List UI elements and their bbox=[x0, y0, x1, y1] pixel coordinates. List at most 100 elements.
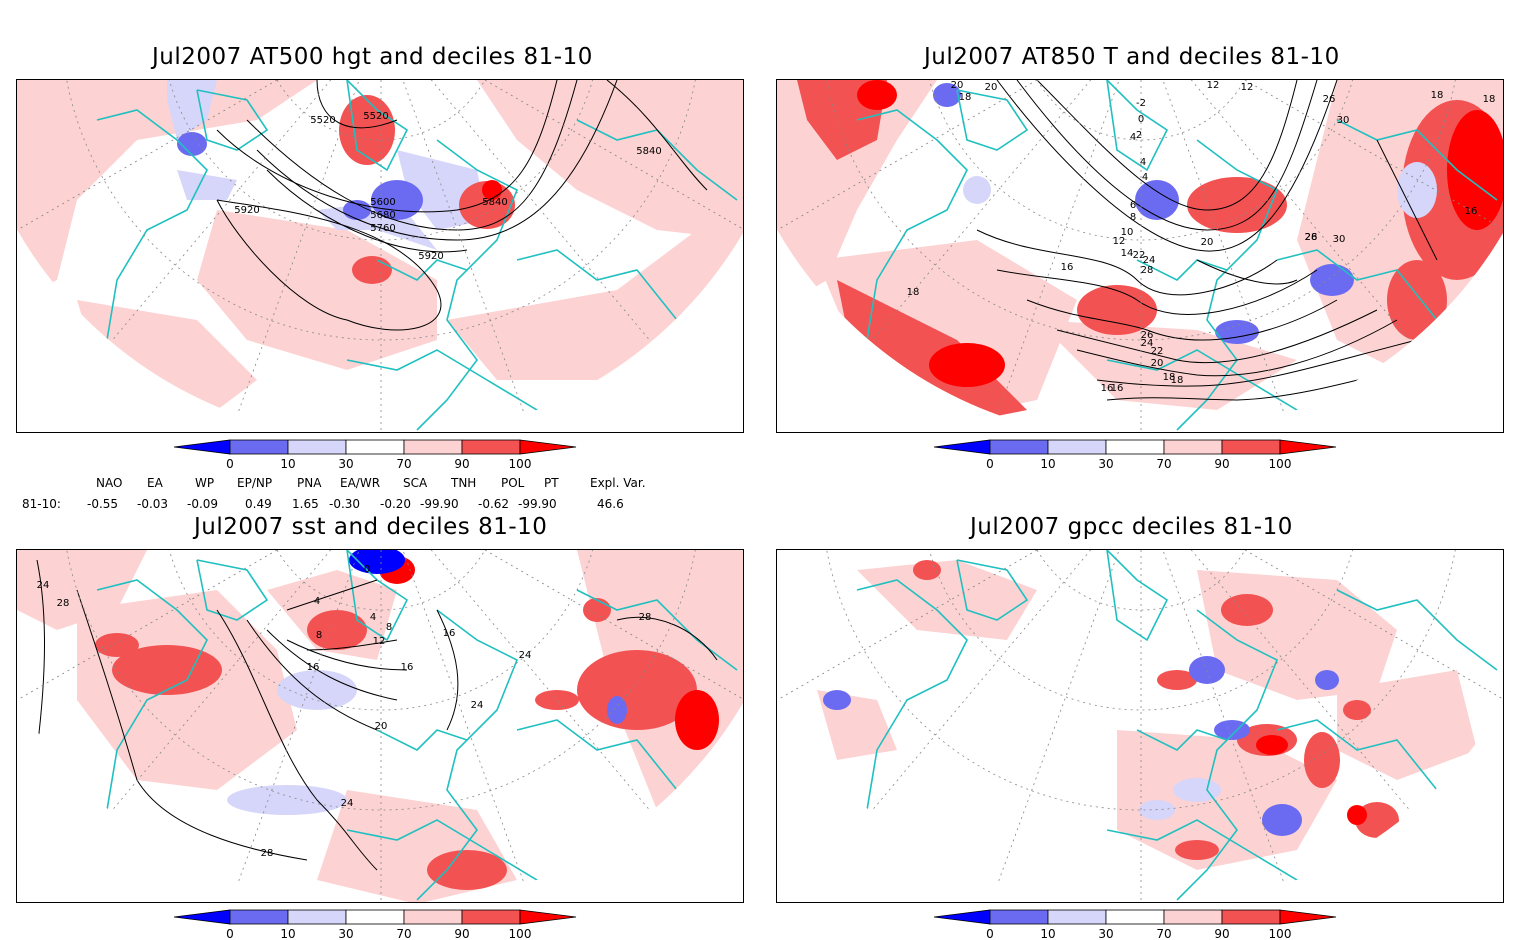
contour-label: 16 bbox=[1101, 383, 1114, 394]
contour-label: 16 bbox=[1061, 262, 1074, 273]
colorbar-tick-label: 100 bbox=[1269, 457, 1292, 471]
colorbar-tick-label: 30 bbox=[1098, 927, 1113, 940]
colorbar-tick-label: 0 bbox=[226, 927, 234, 940]
colorbar-segment bbox=[989, 439, 1049, 455]
colorbar-tick-label: 30 bbox=[338, 457, 353, 471]
contour-label: 4 bbox=[370, 612, 376, 623]
index-header: PNA bbox=[297, 476, 322, 490]
colorbar-arrow-right bbox=[519, 909, 577, 925]
panel-title-at850: Jul2007 AT850 T and deciles 81-10 bbox=[924, 44, 1340, 70]
contour-label: 12 bbox=[373, 636, 386, 647]
colorbar-tick-label: 100 bbox=[509, 457, 532, 471]
colorbar-segment bbox=[1105, 439, 1165, 455]
contour-label: 22 bbox=[1151, 346, 1164, 357]
colorbar-at500: 0 10 30 70 90 100 bbox=[173, 439, 577, 471]
map-at500[interactable]: 5520 5520 5840 5920 5600 5680 5760 5840 5920 bbox=[16, 79, 744, 433]
colorbar-segment bbox=[229, 909, 289, 925]
contour-label: 10 bbox=[1121, 227, 1134, 238]
map-gpcc[interactable] bbox=[776, 549, 1504, 903]
contour-label: 26 bbox=[1323, 94, 1336, 105]
contour-lines bbox=[36, 559, 718, 871]
contour-label: 18 bbox=[1431, 90, 1444, 101]
index-header: SCA bbox=[403, 476, 428, 490]
colorbar-tick-label: 90 bbox=[1214, 927, 1229, 940]
contour-lines bbox=[976, 80, 1438, 401]
contour-label: 18 bbox=[959, 92, 972, 103]
colorbar-segment bbox=[1221, 909, 1281, 925]
colorbar-tick-label: 70 bbox=[1156, 457, 1171, 471]
contour-label: 26 bbox=[1141, 330, 1154, 341]
index-header: EA bbox=[147, 476, 163, 490]
index-value: -99.90 bbox=[518, 497, 557, 511]
index-value: -0.62 bbox=[478, 497, 510, 511]
index-header: NAO bbox=[96, 476, 123, 490]
colorbar-sst: 0 10 30 70 90 100 bbox=[173, 909, 577, 940]
contour-label: 24 bbox=[1143, 255, 1156, 266]
contour-label: 28 bbox=[639, 612, 652, 623]
colorbar-tick-label: 100 bbox=[509, 927, 532, 940]
contour-label: 12 bbox=[1207, 80, 1220, 91]
contour-label: 12 bbox=[1113, 236, 1126, 247]
colorbar-tick-label: 70 bbox=[1156, 927, 1171, 940]
colorbar-segment bbox=[1047, 909, 1107, 925]
colorbar-segment bbox=[345, 909, 405, 925]
contour-label: 5520 bbox=[310, 115, 335, 126]
colorbar-arrow-left bbox=[173, 909, 231, 925]
contour-label: 0 bbox=[1138, 114, 1144, 125]
colorbar-segment bbox=[989, 909, 1049, 925]
contour-label: 22 bbox=[1133, 250, 1146, 261]
map-at850[interactable]: 20 20 18 -2 0 2 4 4 4 12 12 26 30 18 18 16 18 6 8 10 12 14 16 2… bbox=[776, 79, 1504, 433]
index-value: -0.55 bbox=[87, 497, 119, 511]
contour-label: 16 bbox=[307, 662, 320, 673]
colorbar-tick-label: 10 bbox=[1040, 927, 1055, 940]
contour-label: 8 bbox=[1130, 212, 1136, 223]
contour-label: 30 bbox=[1333, 234, 1346, 245]
colorbar-segment bbox=[229, 439, 289, 455]
contour-label: 28 bbox=[1141, 265, 1154, 276]
index-header: PT bbox=[544, 476, 559, 490]
colorbar-segment bbox=[287, 439, 347, 455]
decile-shading bbox=[17, 550, 743, 902]
contour-label: 24 bbox=[471, 700, 484, 711]
index-value: -0.30 bbox=[329, 497, 361, 511]
index-value: -0.20 bbox=[380, 497, 412, 511]
colorbar-segment bbox=[461, 439, 521, 455]
colorbar-tick-label: 90 bbox=[454, 457, 469, 471]
colorbar-tick-label: 30 bbox=[338, 927, 353, 940]
map-gpcc-canvas bbox=[777, 550, 1503, 902]
contour-label: 28 bbox=[261, 848, 274, 859]
colorbar-tick-label: 90 bbox=[1214, 457, 1229, 471]
contour-label: 24 bbox=[1141, 338, 1154, 349]
contour-label: 5680 bbox=[370, 210, 395, 221]
panel-title-at500: Jul2007 AT500 hgt and deciles 81-10 bbox=[152, 44, 593, 70]
index-header: POL bbox=[501, 476, 525, 490]
contour-label: 16 bbox=[1111, 383, 1124, 394]
index-header: EA/WR bbox=[340, 476, 381, 490]
colorbar-segment bbox=[287, 909, 347, 925]
index-value: 46.6 bbox=[597, 497, 624, 511]
contour-label: 26 bbox=[1305, 232, 1318, 243]
contour-label: 4 bbox=[1142, 172, 1148, 183]
colorbar-arrow-right bbox=[1279, 909, 1337, 925]
contour-label: 20 bbox=[375, 721, 388, 732]
contour-label: 18 bbox=[1163, 372, 1176, 383]
map-at500-canvas: 5520 5520 5840 5920 5600 5680 5760 5840 5920 bbox=[17, 80, 743, 432]
contour-label: 5520 bbox=[363, 111, 388, 122]
index-value: -0.09 bbox=[187, 497, 219, 511]
contour-label: 18 bbox=[1171, 375, 1184, 386]
contour-label: 24 bbox=[341, 798, 354, 809]
graticule bbox=[17, 80, 743, 432]
map-sst[interactable]: 24 28 0 4 4 8 8 12 16 16 16 20 24 24 24 28 28 bbox=[16, 549, 744, 903]
panel-title-gpcc: Jul2007 gpcc deciles 81-10 bbox=[970, 514, 1293, 540]
contour-label: 30 bbox=[1337, 115, 1350, 126]
contour-label: 5760 bbox=[370, 223, 395, 234]
colorbar-tick-label: 70 bbox=[396, 927, 411, 940]
colorbar-tick-label: 0 bbox=[226, 457, 234, 471]
colorbar-segment bbox=[1221, 439, 1281, 455]
contour-label: 24 bbox=[37, 580, 50, 591]
contour-label: 4 bbox=[1130, 132, 1136, 143]
colorbar-tick-label: 100 bbox=[1269, 927, 1292, 940]
index-value: 1.65 bbox=[292, 497, 319, 511]
contour-label: 6 bbox=[1130, 200, 1136, 211]
colorbar-segment bbox=[1105, 909, 1165, 925]
